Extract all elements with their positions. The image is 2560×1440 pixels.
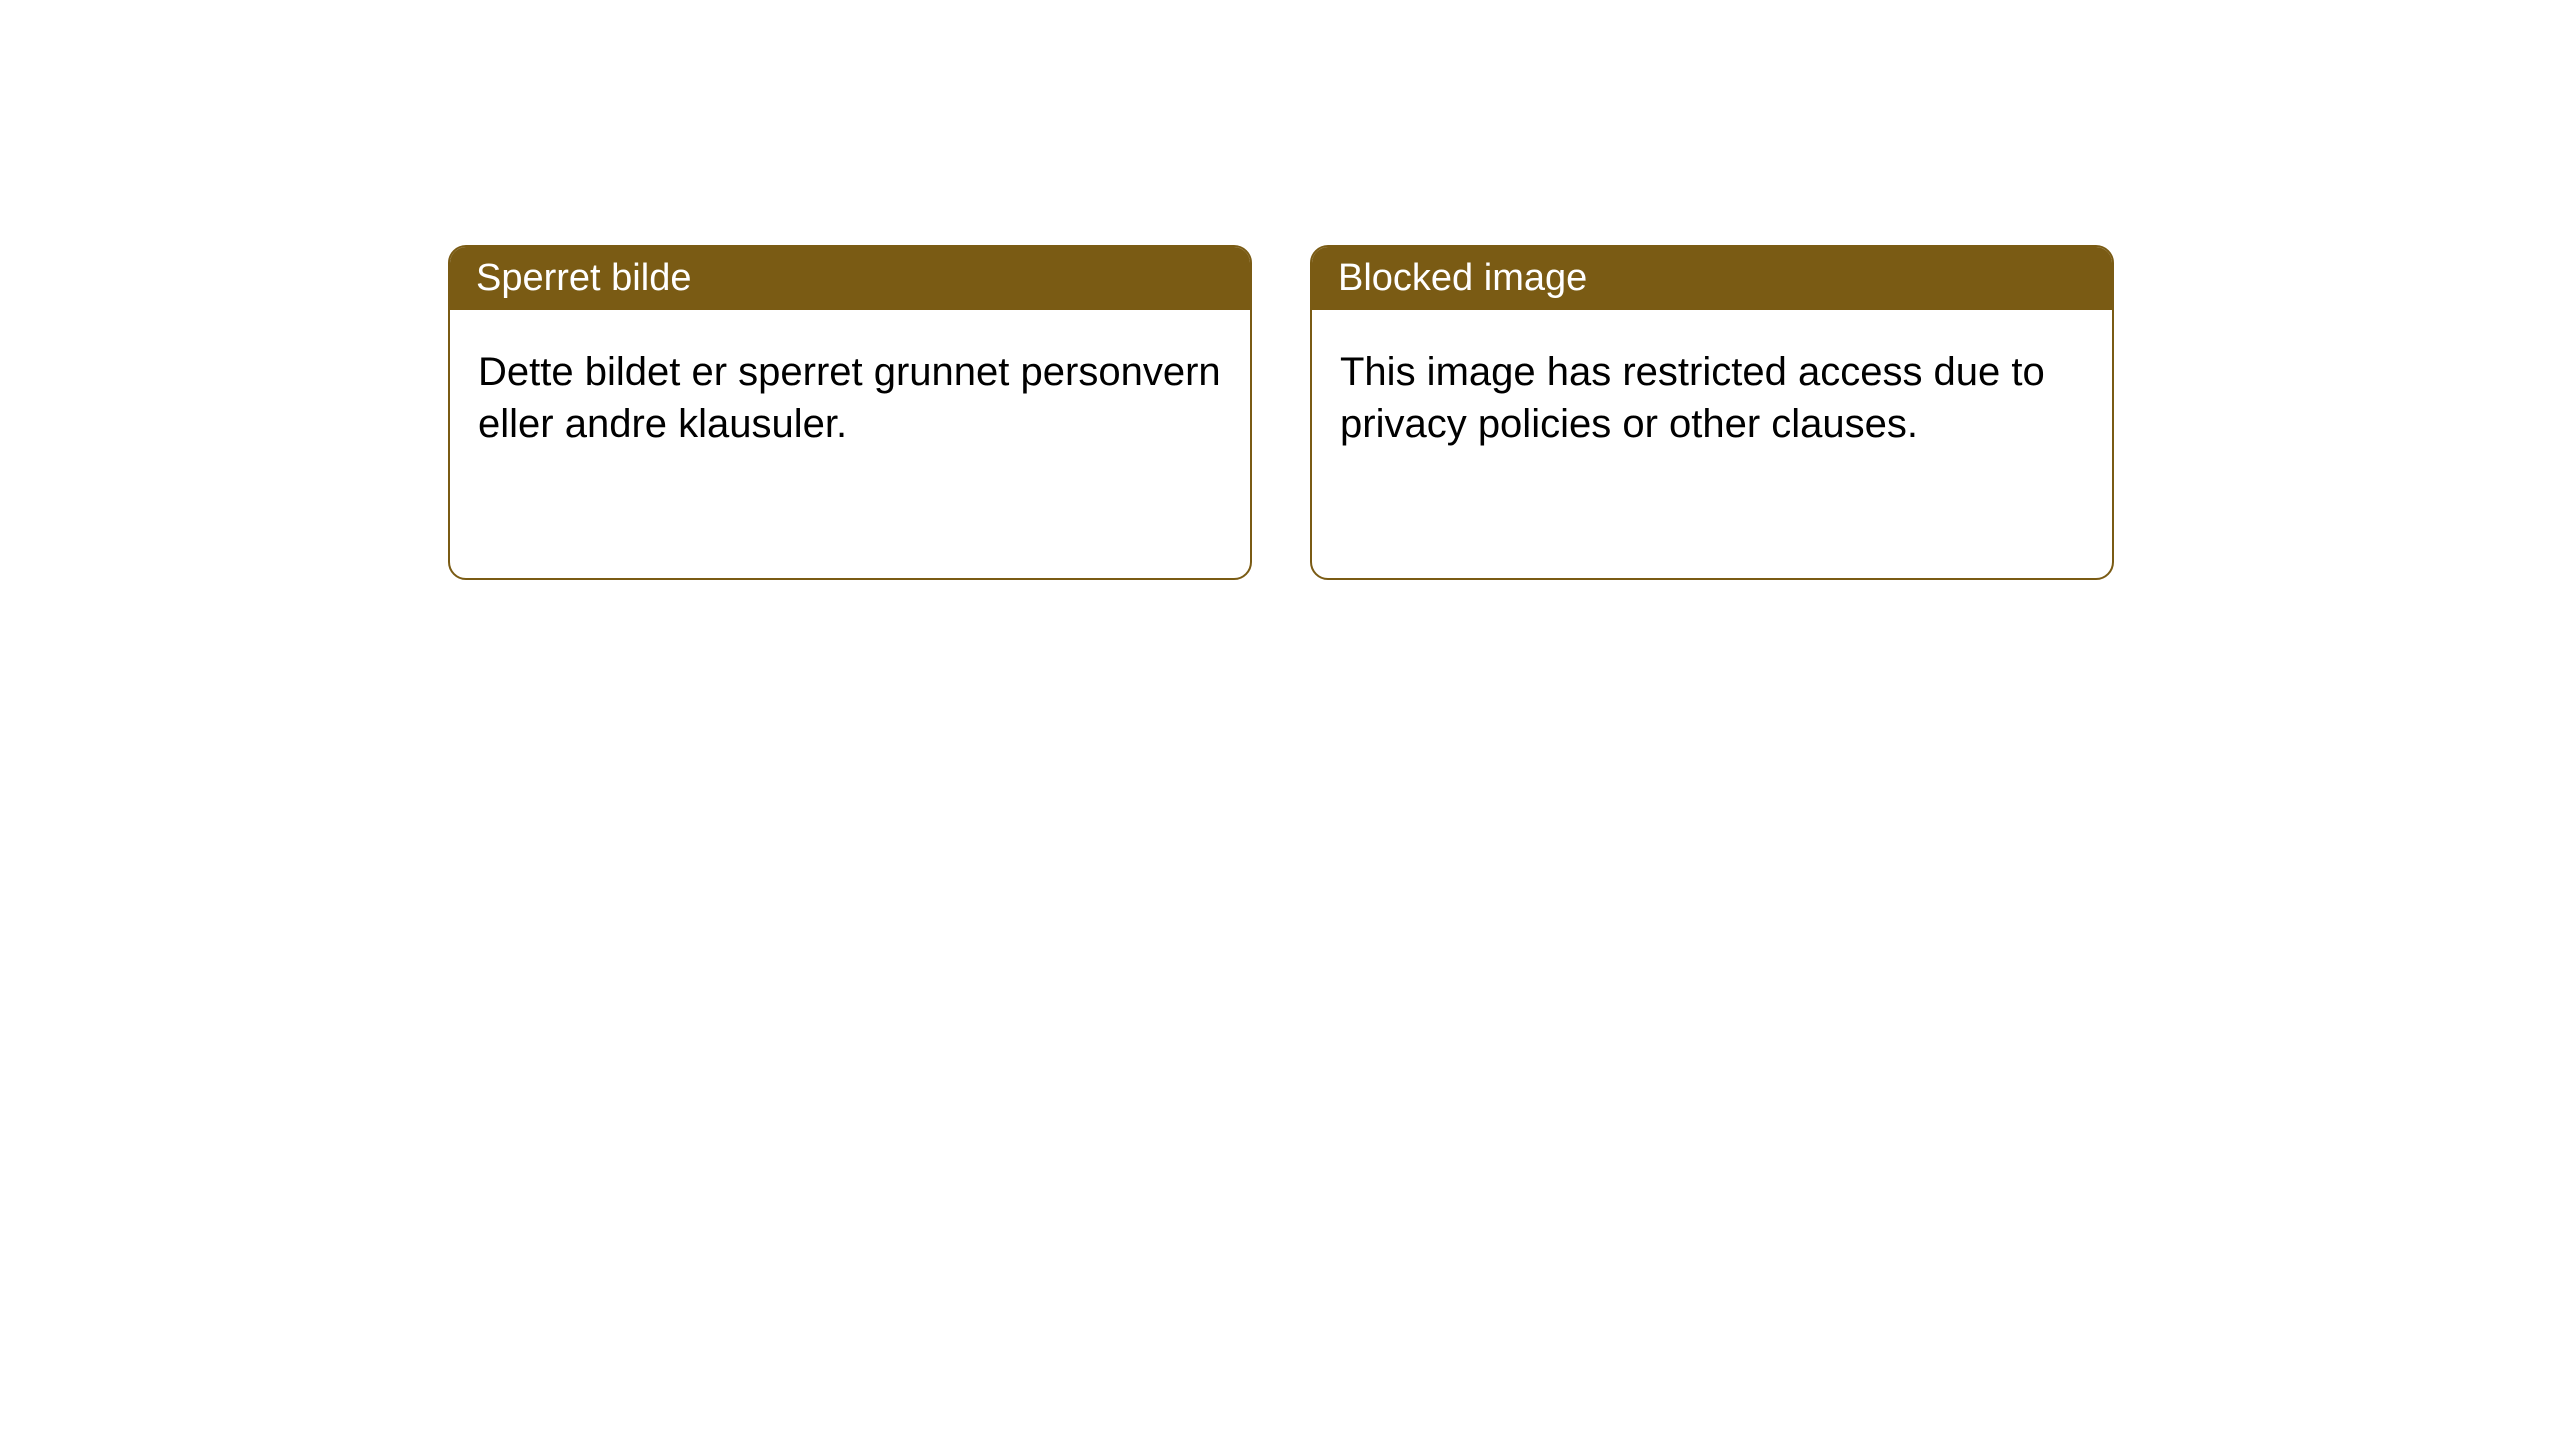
notice-card-norwegian: Sperret bilde Dette bildet er sperret gr…: [448, 245, 1252, 580]
notice-body: Dette bildet er sperret grunnet personve…: [450, 310, 1250, 486]
notice-body: This image has restricted access due to …: [1312, 310, 2112, 486]
notice-header: Blocked image: [1312, 247, 2112, 310]
notice-card-english: Blocked image This image has restricted …: [1310, 245, 2114, 580]
notice-header: Sperret bilde: [450, 247, 1250, 310]
notice-container: Sperret bilde Dette bildet er sperret gr…: [0, 0, 2560, 580]
